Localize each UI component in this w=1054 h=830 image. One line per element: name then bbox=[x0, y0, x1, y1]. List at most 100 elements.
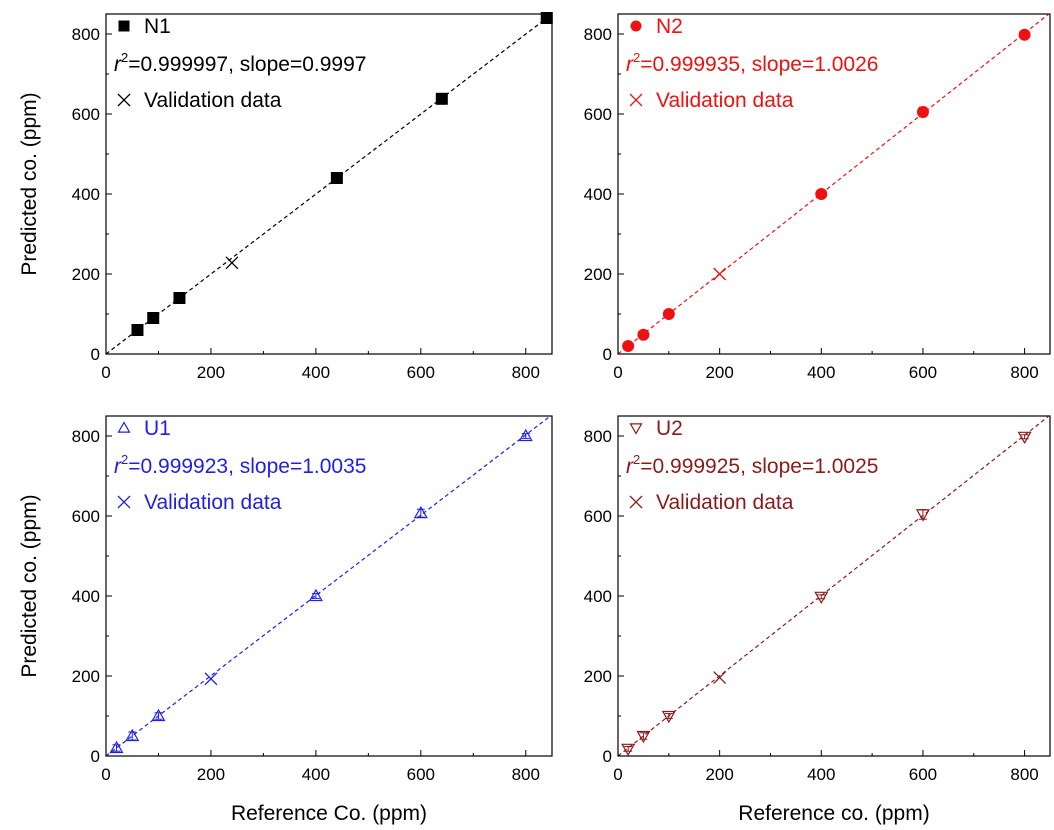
validation-point-n2-0-stroke-b bbox=[713, 267, 727, 281]
legend-validation-marker-n2 bbox=[629, 93, 643, 107]
legend-marker-n1 bbox=[118, 20, 130, 32]
data-point-n2-1 bbox=[637, 328, 650, 341]
fit-line-u1 bbox=[106, 416, 552, 756]
x-tick-label-u1-400: 400 bbox=[302, 765, 330, 784]
legend-r2-value-u2: =0.999925, slope=1.0025 bbox=[640, 455, 878, 478]
legend-r2-value-n2: =0.999935, slope=1.0026 bbox=[640, 53, 878, 76]
legend-label-u2: U2 bbox=[656, 417, 683, 440]
x-tick-label-n2-0: 0 bbox=[613, 363, 622, 382]
legend-validation-marker-u2-stroke-b bbox=[629, 495, 643, 509]
x-tick-label-n2-800: 800 bbox=[1010, 363, 1038, 382]
fit-line-u2 bbox=[618, 416, 1050, 756]
y-tick-label-n1-600: 600 bbox=[72, 105, 100, 124]
legend-fit-stats-n2: r2=0.999935, slope=1.0026 bbox=[626, 50, 878, 76]
y-tick-label-n1-0: 0 bbox=[91, 345, 100, 364]
x-tick-label-n1-200: 200 bbox=[197, 363, 225, 382]
legend-fit-stats-u2: r2=0.999925, slope=1.0025 bbox=[626, 452, 878, 478]
legend-validation-marker-u2 bbox=[629, 495, 643, 509]
data-point-u2-0 bbox=[621, 743, 636, 757]
data-point-u2-3 bbox=[814, 591, 829, 605]
y-tick-label-u2-800: 800 bbox=[584, 427, 612, 446]
data-point-n1-5 bbox=[540, 12, 553, 24]
data-point-u2-1 bbox=[636, 730, 651, 744]
plot-frame-n1 bbox=[105, 13, 553, 355]
data-point-n1-3 bbox=[330, 172, 343, 184]
data-point-n2-3 bbox=[815, 188, 828, 200]
legend-validation-label-n2: Validation data bbox=[656, 89, 794, 112]
legend-marker-u2 bbox=[629, 423, 643, 435]
y-tick-label-u2-200: 200 bbox=[584, 667, 612, 686]
legend-r2-symbol-n2: r bbox=[626, 53, 634, 76]
x-tick-label-n2-200: 200 bbox=[705, 363, 733, 382]
data-point-n2-4 bbox=[916, 106, 929, 118]
x-tick-label-u1-200: 200 bbox=[197, 765, 225, 784]
legend-validation-label-u1: Validation data bbox=[144, 491, 282, 514]
data-point-u1-0 bbox=[109, 740, 124, 754]
legend-r2-symbol-u1: r bbox=[114, 455, 122, 478]
data-point-n2-2 bbox=[662, 308, 675, 320]
y-tick-label-n2-0: 0 bbox=[603, 345, 612, 364]
plot-frame-n2 bbox=[617, 13, 1051, 355]
plot-frame-u1 bbox=[105, 415, 553, 757]
validation-point-n2-0 bbox=[713, 267, 727, 281]
plot-frame-u2 bbox=[617, 415, 1051, 757]
legend-validation-label-u2: Validation data bbox=[656, 491, 794, 514]
x-tick-label-u2-400: 400 bbox=[807, 765, 835, 784]
legend-validation-marker-n2-stroke-b bbox=[629, 93, 643, 107]
x-tick-label-u1-800: 800 bbox=[512, 765, 540, 784]
data-point-n1-1 bbox=[147, 312, 160, 324]
legend-label-u1: U1 bbox=[144, 417, 171, 440]
data-point-u1-1 bbox=[125, 728, 140, 742]
x-tick-label-u2-600: 600 bbox=[909, 765, 937, 784]
legend-r2-symbol-n1: r bbox=[114, 53, 122, 76]
validation-point-n1-0-stroke-b bbox=[225, 256, 239, 270]
x-tick-label-u1-0: 0 bbox=[101, 765, 110, 784]
data-point-u1-3 bbox=[308, 588, 323, 602]
validation-point-n1-0 bbox=[225, 256, 239, 270]
legend-validation-marker-u1 bbox=[117, 495, 131, 509]
legend-r2-symbol-u2: r bbox=[626, 455, 634, 478]
y-tick-label-u2-400: 400 bbox=[584, 587, 612, 606]
x-tick-label-u1-600: 600 bbox=[407, 765, 435, 784]
legend-fit-stats-u1: r2=0.999923, slope=1.0035 bbox=[114, 452, 366, 478]
x-axis-label-u1: Reference Co. (ppm) bbox=[231, 802, 427, 825]
x-tick-label-u2-0: 0 bbox=[613, 765, 622, 784]
data-point-u2-2 bbox=[661, 710, 676, 724]
data-point-n2-0 bbox=[622, 340, 635, 352]
fit-line-n2 bbox=[618, 14, 1050, 354]
y-tick-label-u1-400: 400 bbox=[72, 587, 100, 606]
validation-point-u2-0-stroke-b bbox=[713, 671, 727, 685]
y-tick-label-n1-200: 200 bbox=[72, 265, 100, 284]
legend-r2-superscript-n1: 2 bbox=[121, 50, 128, 65]
y-tick-label-n2-400: 400 bbox=[584, 185, 612, 204]
chart-panel-n2: 0 200 400 600 800 0 200 400 600 800 N2 r2=0.999935,… bbox=[584, 13, 1051, 382]
data-point-u1-2 bbox=[151, 708, 166, 722]
legend-validation-marker-n1-stroke-b bbox=[117, 93, 131, 107]
data-point-u2-4 bbox=[915, 509, 930, 522]
y-tick-label-n1-800: 800 bbox=[72, 25, 100, 44]
x-tick-label-u2-200: 200 bbox=[705, 765, 733, 784]
data-point-u1-5 bbox=[518, 428, 533, 442]
chart-panel-n1: 0 200 400 600 800 0 200 400 600 800 Predicted co. … bbox=[18, 12, 553, 382]
data-point-n1-4 bbox=[435, 92, 448, 105]
y-tick-label-u2-600: 600 bbox=[584, 507, 612, 526]
y-tick-label-n1-400: 400 bbox=[72, 185, 100, 204]
y-tick-label-n2-200: 200 bbox=[584, 265, 612, 284]
y-tick-label-u1-800: 800 bbox=[72, 427, 100, 446]
x-tick-label-n2-400: 400 bbox=[807, 363, 835, 382]
legend-fit-stats-n1: r2=0.999997, slope=0.9997 bbox=[114, 50, 366, 76]
validation-point-u1-0-stroke-b bbox=[204, 672, 218, 686]
x-tick-label-n2-600: 600 bbox=[909, 363, 937, 382]
x-axis-label-u2: Reference co. (ppm) bbox=[738, 802, 929, 825]
y-tick-label-u1-200: 200 bbox=[72, 667, 100, 686]
data-point-n1-0 bbox=[131, 324, 144, 336]
legend-r2-superscript-u1: 2 bbox=[121, 452, 128, 467]
legend-label-n1: N1 bbox=[144, 15, 171, 38]
y-axis-label-u1: Predicted co. (ppm) bbox=[18, 494, 41, 677]
x-tick-label-n1-800: 800 bbox=[512, 363, 540, 382]
legend-r2-superscript-u2: 2 bbox=[633, 452, 640, 467]
chart-panel-u2: 0 200 400 600 800 0 200 400 600 800 Reference co. … bbox=[584, 415, 1051, 825]
legend-marker-n2 bbox=[630, 20, 642, 32]
data-point-u2-5 bbox=[1017, 431, 1032, 445]
